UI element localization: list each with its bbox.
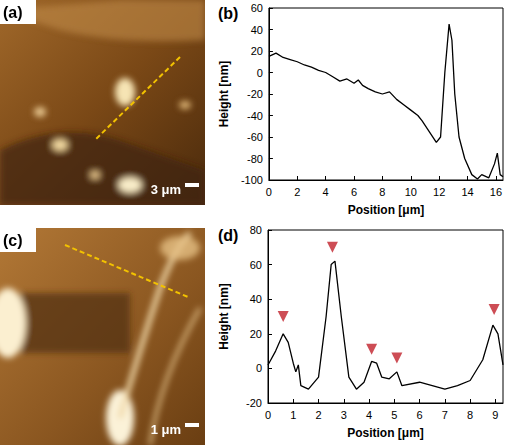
svg-text:14: 14 <box>461 186 473 198</box>
svg-text:8: 8 <box>379 186 385 198</box>
svg-text:60: 60 <box>250 259 262 271</box>
svg-text:80: 80 <box>250 224 262 236</box>
svg-text:16: 16 <box>490 186 502 198</box>
svg-text:6: 6 <box>351 186 357 198</box>
svg-text:(c): (c) <box>3 232 23 249</box>
svg-text:20: 20 <box>251 45 263 57</box>
svg-text:10: 10 <box>405 186 417 198</box>
svg-text:2: 2 <box>315 409 321 421</box>
svg-text:20: 20 <box>250 328 262 340</box>
svg-text:4: 4 <box>323 186 329 198</box>
svg-text:-20: -20 <box>246 397 262 409</box>
svg-text:1: 1 <box>290 409 296 421</box>
svg-text:-80: -80 <box>247 153 263 165</box>
svg-text:Height [nm]: Height [nm] <box>217 61 231 128</box>
svg-text:4: 4 <box>366 409 372 421</box>
svg-text:8: 8 <box>467 409 473 421</box>
svg-text:0: 0 <box>265 409 271 421</box>
svg-text:-60: -60 <box>247 131 263 143</box>
svg-text:0: 0 <box>266 186 272 198</box>
svg-text:1 μm: 1 μm <box>151 422 181 437</box>
svg-text:40: 40 <box>250 293 262 305</box>
svg-text:12: 12 <box>433 186 445 198</box>
svg-text:5: 5 <box>391 409 397 421</box>
svg-text:Position [μm]: Position [μm] <box>348 203 425 217</box>
svg-text:(d): (d) <box>218 227 238 244</box>
svg-text:6: 6 <box>417 409 423 421</box>
svg-text:0: 0 <box>257 67 263 79</box>
svg-text:60: 60 <box>251 2 263 14</box>
svg-text:2: 2 <box>294 186 300 198</box>
svg-text:9: 9 <box>492 409 498 421</box>
svg-text:3 μm: 3 μm <box>151 182 181 197</box>
svg-text:Position [μm]: Position [μm] <box>347 426 424 440</box>
svg-text:-40: -40 <box>247 110 263 122</box>
svg-text:0: 0 <box>256 362 262 374</box>
svg-text:(b): (b) <box>218 5 238 22</box>
svg-text:Height [nm]: Height [nm] <box>217 283 231 350</box>
svg-text:3: 3 <box>341 409 347 421</box>
svg-text:40: 40 <box>251 24 263 36</box>
svg-text:7: 7 <box>442 409 448 421</box>
svg-text:(a): (a) <box>3 4 23 21</box>
svg-text:-20: -20 <box>247 88 263 100</box>
svg-text:-100: -100 <box>241 174 263 186</box>
